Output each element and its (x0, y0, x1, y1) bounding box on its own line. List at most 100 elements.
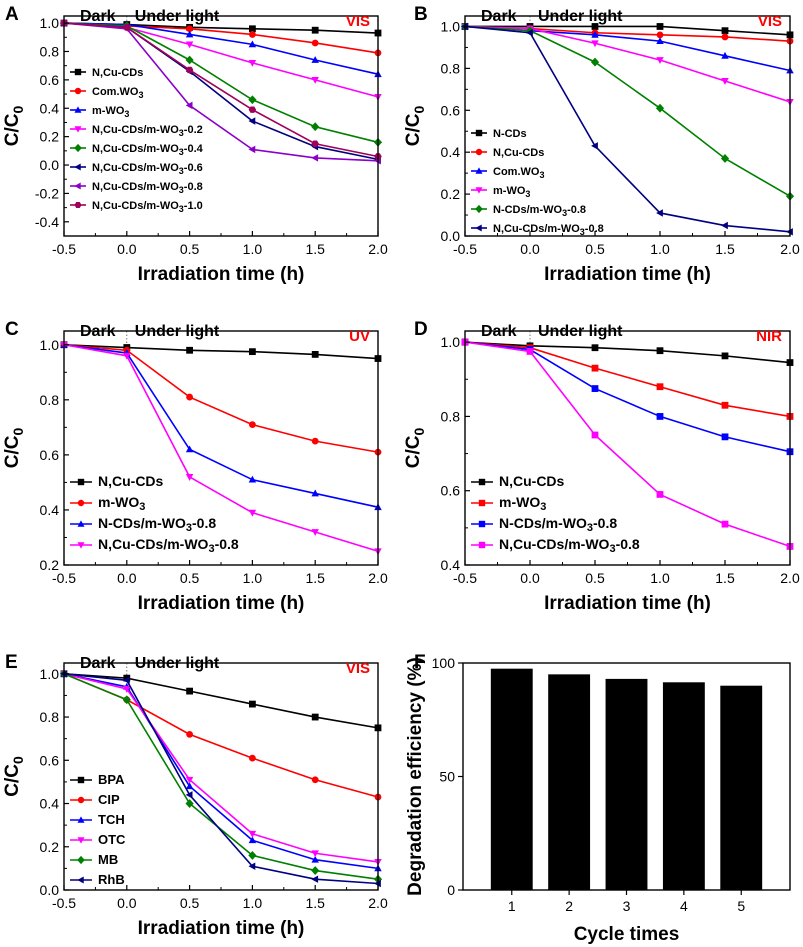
legend-label: N,Cu-CDs/m-WO3-0.8 (92, 181, 203, 195)
legend-item: m-WO3 (70, 105, 129, 119)
legend-marker (74, 87, 82, 95)
legend-marker (77, 499, 85, 507)
data-point (591, 40, 599, 48)
data-point (721, 520, 729, 528)
panel-label: F (414, 652, 426, 673)
legend-item: N,Cu-CDs (70, 67, 143, 79)
data-point (721, 433, 729, 441)
series-m-wo3 (461, 338, 794, 420)
y-tick-label: 0.8 (40, 392, 60, 408)
legend-item: N,Cu-CDs (70, 473, 164, 489)
legend-item: N,Cu-CDs/m-WO3-1.0 (70, 200, 203, 214)
data-point (186, 25, 194, 33)
y-tick-label: 0.8 (441, 408, 461, 424)
series-rhb (60, 670, 381, 888)
under-light-label: Under light (538, 8, 623, 25)
legend-item: N,Cu-CDs (471, 473, 565, 489)
data-point (591, 385, 599, 392)
data-point (311, 850, 319, 858)
series-n-cu-cds (461, 338, 794, 366)
data-point (656, 491, 664, 498)
legend-label: N,Cu-CDs (499, 473, 565, 489)
legend-marker (74, 126, 82, 133)
series-line (464, 25, 791, 197)
data-point (311, 154, 319, 162)
dark-label: Dark (80, 323, 116, 340)
y-tick-label: 0.4 (441, 557, 461, 573)
data-point (311, 776, 319, 784)
legend-marker (475, 167, 483, 174)
legend-label: N-CDs/m-WO3-0.8 (98, 515, 216, 534)
legend-label: N,Cu-CDs (92, 67, 143, 79)
y-axis-title: Degradation efficiency (%) (405, 657, 426, 896)
x-axis-title: Irradiation time (h) (138, 264, 305, 285)
legend: N,Cu-CDs Com.WO3 m-WO3 N,Cu-CDs/m-WO3-0.2 N,… (70, 67, 204, 214)
x-tick-label: 0.0 (520, 570, 540, 586)
data-point (249, 348, 256, 356)
x-tick-label: 0.5 (585, 241, 605, 257)
dark-label: Dark (481, 8, 517, 25)
data-point (248, 862, 256, 870)
legend-marker (77, 776, 85, 784)
legend-label: N,Cu-CDs/m-WO3-0.8 (499, 536, 640, 555)
y-tick-label: 0.6 (441, 102, 461, 118)
legend-marker (77, 876, 84, 884)
panel-label: E (5, 652, 18, 673)
legend-item: CIP (70, 792, 120, 807)
x-axis-title: Irradiation time (h) (544, 264, 711, 285)
x-tick-label: 3 (623, 898, 631, 914)
legend: N,Cu-CDs m-WO3 N-CDs/m-WO3-0.8 N,Cu-CDs/m-W… (70, 473, 239, 555)
data-point (656, 23, 664, 30)
panel-e: E-0.5 0.0 0.5 1.0 1.5 2.00.00.20.40.60.81.0Ir… (2, 652, 388, 939)
x-tick-label: 0.0 (520, 241, 540, 257)
series-line (63, 673, 379, 863)
x-tick-label: 2.0 (780, 570, 800, 586)
light-source-label: NIR (756, 328, 782, 345)
y-tick-label: 0.0 (40, 882, 60, 898)
legend-marker (74, 201, 82, 209)
legend-item: N-CDs/m-WO3-0.8 (70, 515, 216, 534)
series-line (464, 341, 791, 548)
legend-item: OTC (70, 832, 126, 847)
data-point (656, 57, 664, 64)
y-tick-label: 1.0 (40, 15, 60, 31)
legend-label: N,Cu-CDs (98, 473, 164, 489)
legend-marker (74, 68, 82, 76)
legend-label: N-CDs/m-WO3-0.8 (493, 204, 586, 218)
data-point (721, 51, 729, 59)
x-tick-label: 0.0 (117, 241, 137, 257)
legend-marker (74, 163, 81, 171)
legend-item: BPA (70, 772, 125, 787)
data-point (185, 799, 194, 808)
data-point (311, 76, 319, 84)
legend-label: N,Cu-CDs/m-WO3-1.0 (92, 200, 203, 214)
panel-d: D -0.5 0.0 0.5 1.0 1.5 2.0 0.4 0.6 0.8 1.0 Irradiat… (403, 319, 800, 614)
data-point (248, 59, 257, 67)
series-line (63, 673, 379, 885)
data-point (185, 101, 193, 110)
legend-marker (478, 541, 486, 549)
legend-item: Com.WO3 (471, 166, 544, 180)
legend-item: m-WO3 (70, 494, 145, 513)
legend-item: Com.WO3 (70, 86, 143, 100)
legend-marker (478, 499, 486, 507)
data-point (248, 117, 256, 125)
series-m-wo3 (461, 23, 794, 106)
legend-label: N,Cu-CDs (493, 147, 544, 159)
data-point (249, 700, 256, 708)
data-point (591, 344, 599, 352)
data-point (311, 855, 319, 863)
under-light-label: Under light (538, 323, 623, 340)
legend-item: m-WO3 (471, 185, 530, 199)
legend-label: N,Cu-CDs/m-WO3-0.4 (92, 143, 204, 157)
light-source-label: VIS (346, 660, 370, 677)
series-line (63, 343, 379, 508)
data-point (185, 41, 194, 49)
data-point (656, 37, 664, 45)
legend-marker (74, 182, 81, 190)
legend-item: N,Cu-CDs/m-WO3-0.8 (70, 181, 203, 195)
x-tick-label: 0.0 (117, 570, 137, 586)
y-tick-label: 0 (447, 882, 455, 898)
series-line (464, 25, 791, 103)
